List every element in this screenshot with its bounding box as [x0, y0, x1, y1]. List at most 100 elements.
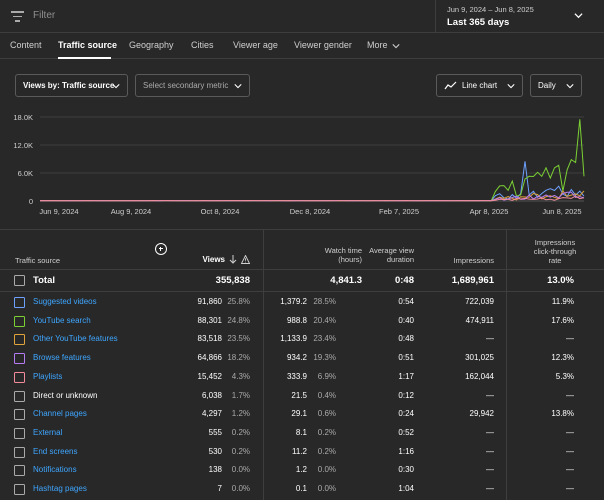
ctr-value: 12.3% [551, 353, 574, 363]
views-value: 7 [217, 484, 222, 493]
series-line [39, 195, 585, 202]
impressions-value: — [486, 446, 494, 456]
chart-type-dropdown[interactable]: Line chart [436, 74, 523, 97]
row-checkbox[interactable] [14, 427, 25, 439]
warning-icon[interactable] [241, 255, 250, 264]
x-tick-label: Aug 9, 2024 [111, 207, 151, 216]
avg-duration-value: 0:54 [398, 297, 414, 306]
filter-icon[interactable] [11, 11, 24, 22]
avg-duration-value: 0:51 [398, 353, 414, 363]
views-percent: 0.0% [231, 465, 250, 475]
chevron-down-icon [392, 43, 400, 49]
filter-input[interactable]: Filter [33, 10, 56, 21]
total-avg-duration: 0:48 [394, 275, 414, 286]
table-row: Other YouTube features 83,518 23.5% 1,133.9… [0, 330, 604, 349]
header-ctr[interactable]: Impressions click-through rate [520, 238, 590, 265]
tab-more[interactable]: More [367, 40, 400, 50]
traffic-source-name[interactable]: Suggested videos [33, 297, 97, 306]
series-line [40, 119, 585, 202]
views-value: 15,452 [197, 371, 222, 381]
row-checkbox[interactable] [14, 297, 25, 308]
total-row: Total 355,838 4,841.3 0:48 1,689,961 13.… [0, 270, 604, 292]
chevron-down-icon [234, 84, 242, 89]
tab-viewer-gender[interactable]: Viewer gender [294, 40, 352, 50]
ctr-value: 13.8% [551, 409, 574, 419]
views-line-chart[interactable]: 18.0K 12.0K 6.0K 0 Jun 9, 2024 Aug 9, 2024 Oct… [0, 104, 604, 226]
watch-time-value: 333.9 [286, 371, 307, 381]
tab-cities[interactable]: Cities [191, 40, 214, 50]
row-checkbox[interactable] [14, 465, 25, 477]
add-column-icon[interactable] [155, 243, 167, 255]
impressions-value: — [486, 465, 494, 475]
header-views[interactable]: Views [202, 255, 225, 264]
row-checkbox[interactable] [14, 371, 25, 383]
table-row: Hashtag pages 7 0.0% 0.1 0.0% 1:04 — — [0, 480, 604, 499]
impressions-value: 722,039 [465, 297, 494, 306]
primary-metric-dropdown[interactable]: Views by: Traffic source [15, 74, 128, 97]
views-value: 530 [208, 446, 222, 456]
table-row: Notifications 138 0.0% 1.2 0.0% 0:30 — — [0, 461, 604, 480]
tab-viewer-age[interactable]: Viewer age [233, 40, 278, 50]
ctr-value: — [566, 334, 574, 344]
traffic-source-name[interactable]: Channel pages [33, 409, 87, 419]
watch-time-value: 934.2 [286, 353, 307, 363]
row-checkbox[interactable] [14, 315, 25, 327]
views-value: 83,518 [197, 334, 222, 344]
traffic-source-name[interactable]: External [33, 427, 63, 437]
chevron-down-icon[interactable] [574, 11, 583, 20]
traffic-source-name[interactable]: Playlists [33, 371, 63, 381]
tab-content[interactable]: Content [10, 40, 42, 50]
row-checkbox[interactable] [14, 446, 25, 458]
y-tick-label: 12.0K [13, 141, 33, 150]
header-ctr-line1: Impressions [534, 238, 576, 247]
secondary-metric-dropdown[interactable]: Select secondary metric [135, 74, 250, 97]
total-impressions: 1,689,961 [451, 275, 494, 286]
traffic-source-name[interactable]: End screens [33, 446, 78, 456]
secondary-metric-label: Select secondary metric [143, 81, 229, 90]
sort-descending-icon[interactable] [229, 255, 237, 264]
total-label: Total [33, 275, 55, 286]
views-percent: 0.2% [231, 446, 250, 456]
watch-time-percent: 23.4% [313, 334, 336, 344]
total-checkbox[interactable] [14, 275, 25, 286]
traffic-source-name[interactable]: YouTube search [33, 315, 91, 325]
views-percent: 18.2% [227, 353, 250, 363]
row-checkbox[interactable] [14, 409, 25, 421]
traffic-source-name[interactable]: Other YouTube features [33, 334, 118, 344]
header-traffic-source[interactable]: Traffic source [15, 256, 61, 265]
total-ctr: 13.0% [547, 275, 574, 286]
granularity-dropdown[interactable]: Daily [530, 74, 582, 97]
avg-duration-value: 0:30 [398, 465, 414, 475]
ctr-value: — [566, 390, 574, 400]
header-watch-time[interactable]: Watch time (hours) [290, 246, 362, 264]
y-tick-label: 6.0K [18, 169, 33, 178]
watch-time-percent: 0.2% [317, 446, 336, 456]
row-checkbox[interactable] [14, 334, 25, 346]
watch-time-percent: 0.4% [317, 390, 336, 400]
views-percent: 4.3% [231, 371, 250, 381]
date-preset-selector[interactable]: Last 365 days [447, 17, 510, 28]
impressions-value: 301,025 [465, 353, 494, 363]
ctr-value: — [566, 427, 574, 437]
tab-geography[interactable]: Geography [129, 40, 174, 50]
x-tick-label: Apr 8, 2025 [470, 207, 509, 216]
table-row: External 555 0.2% 8.1 0.2% 0:52 — — [0, 424, 604, 443]
x-tick-label: Dec 8, 2024 [290, 207, 330, 216]
views-value: 88,301 [197, 315, 222, 325]
traffic-source-table: Traffic source Views Watch time (hours) … [0, 229, 604, 500]
header-avg-view-duration[interactable]: Average view duration [352, 246, 414, 264]
table-row: Suggested videos 91,860 25.8% 1,379.2 28.5% 0… [0, 293, 604, 312]
watch-time-percent: 0.2% [317, 427, 336, 437]
header-impressions[interactable]: Impressions [453, 256, 494, 265]
traffic-source-name[interactable]: Notifications [33, 465, 77, 475]
ctr-value: — [566, 484, 574, 493]
watch-time-percent: 0.0% [317, 465, 336, 475]
row-checkbox[interactable] [14, 390, 25, 402]
traffic-source-name[interactable]: Hashtag pages [33, 484, 87, 493]
row-checkbox[interactable] [14, 484, 25, 495]
row-checkbox[interactable] [14, 353, 25, 365]
ctr-value: — [566, 446, 574, 456]
tab-traffic-source[interactable]: Traffic source [58, 40, 118, 50]
traffic-source-name[interactable]: Browse features [33, 353, 91, 363]
y-tick-label: 18.0K [13, 113, 33, 122]
